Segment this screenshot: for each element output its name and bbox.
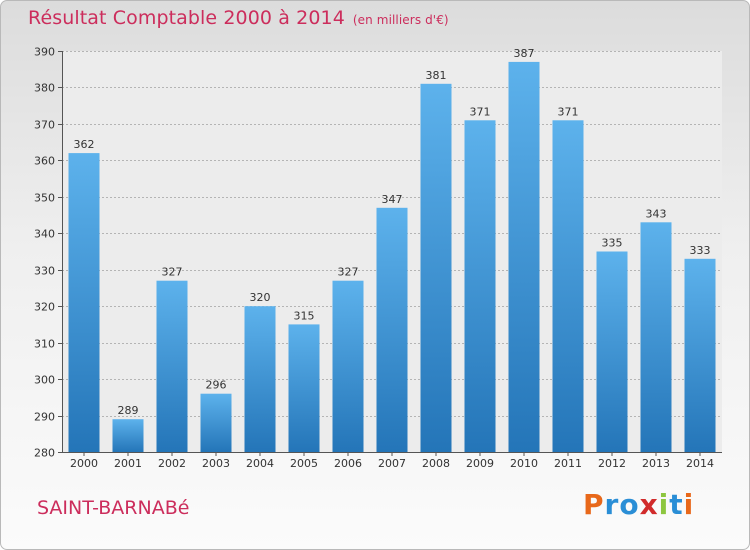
bar-2000 <box>68 153 100 452</box>
bar-2009 <box>464 120 496 453</box>
value-label-2012: 335 <box>602 237 623 250</box>
axes <box>58 51 722 456</box>
y-tick-label-370: 370 <box>34 119 55 132</box>
y-tick-label-340: 340 <box>34 228 55 241</box>
bar-2012 <box>596 251 628 452</box>
y-tick-label-320: 320 <box>34 301 55 314</box>
bar-2003 <box>200 393 232 452</box>
bar-2014 <box>684 258 716 452</box>
value-label-2007: 347 <box>382 193 403 206</box>
value-label-2009: 371 <box>470 105 491 118</box>
bar-2008 <box>420 83 452 453</box>
x-tick-label-2014: 2014 <box>686 457 714 470</box>
value-label-2014: 333 <box>690 244 711 257</box>
bar-2004 <box>244 306 276 452</box>
bar-2007 <box>376 207 408 452</box>
x-tick-label-2009: 2009 <box>466 457 494 470</box>
chart-title-text: Résultat Comptable 2000 à 2014 <box>28 7 345 29</box>
bar-2010 <box>508 61 540 453</box>
bar-2005 <box>288 324 320 452</box>
value-label-2001: 289 <box>118 404 139 417</box>
value-label-2003: 296 <box>206 379 227 392</box>
logo-letter: x <box>639 488 659 521</box>
proxiti-logo: Proxiti <box>583 488 694 521</box>
logo-letter: t <box>669 488 684 521</box>
y-tick-label-310: 310 <box>34 338 55 351</box>
bar-2002 <box>156 280 188 452</box>
bar-2011 <box>552 120 584 453</box>
y-tick-label-360: 360 <box>34 155 55 168</box>
x-tick-label-2003: 2003 <box>202 457 230 470</box>
x-tick-label-2006: 2006 <box>334 457 362 470</box>
x-tick-label-2005: 2005 <box>290 457 318 470</box>
y-tick-label-350: 350 <box>34 192 55 205</box>
logo-letter: r <box>604 488 620 521</box>
y-tick-label-290: 290 <box>34 411 55 424</box>
x-tick-label-2004: 2004 <box>246 457 274 470</box>
commune-name: SAINT-BARNABé <box>37 497 190 519</box>
y-tick-label-280: 280 <box>34 447 55 460</box>
bar-2006 <box>332 280 364 452</box>
bar-2001 <box>112 419 144 452</box>
logo-letter: P <box>583 488 605 521</box>
value-label-2005: 315 <box>294 309 315 322</box>
value-label-2004: 320 <box>250 291 271 304</box>
x-tick-label-2007: 2007 <box>378 457 406 470</box>
value-label-2000: 362 <box>74 138 95 151</box>
value-label-2010: 387 <box>514 47 535 60</box>
x-tick-label-2010: 2010 <box>510 457 538 470</box>
logo-letter: i <box>683 488 695 521</box>
y-tick-label-300: 300 <box>34 374 55 387</box>
chart-title: Résultat Comptable 2000 à 2014 (en millie… <box>28 7 449 29</box>
x-tick-label-2011: 2011 <box>554 457 582 470</box>
x-tick-label-2008: 2008 <box>422 457 450 470</box>
value-label-2011: 371 <box>558 105 579 118</box>
y-tick-label-330: 330 <box>34 265 55 278</box>
x-tick-label-2000: 2000 <box>70 457 98 470</box>
value-label-2002: 327 <box>162 266 183 279</box>
y-tick-label-380: 380 <box>34 82 55 95</box>
x-tick-label-2012: 2012 <box>598 457 626 470</box>
labels: 280 290 300 310 320 330 340 350 360 370 380 390 362 2… <box>34 46 714 471</box>
x-tick-label-2002: 2002 <box>158 457 186 470</box>
value-label-2006: 327 <box>338 266 359 279</box>
logo-letter: o <box>619 488 640 521</box>
bars <box>68 61 716 453</box>
logo-letter: i <box>658 488 670 521</box>
bar-2013 <box>640 222 672 452</box>
chart-subtitle: (en milliers d'€) <box>352 13 449 27</box>
value-label-2008: 381 <box>426 69 447 82</box>
x-tick-label-2001: 2001 <box>114 457 142 470</box>
y-tick-label-390: 390 <box>34 46 55 59</box>
x-tick-label-2013: 2013 <box>642 457 670 470</box>
value-label-2013: 343 <box>646 207 667 220</box>
